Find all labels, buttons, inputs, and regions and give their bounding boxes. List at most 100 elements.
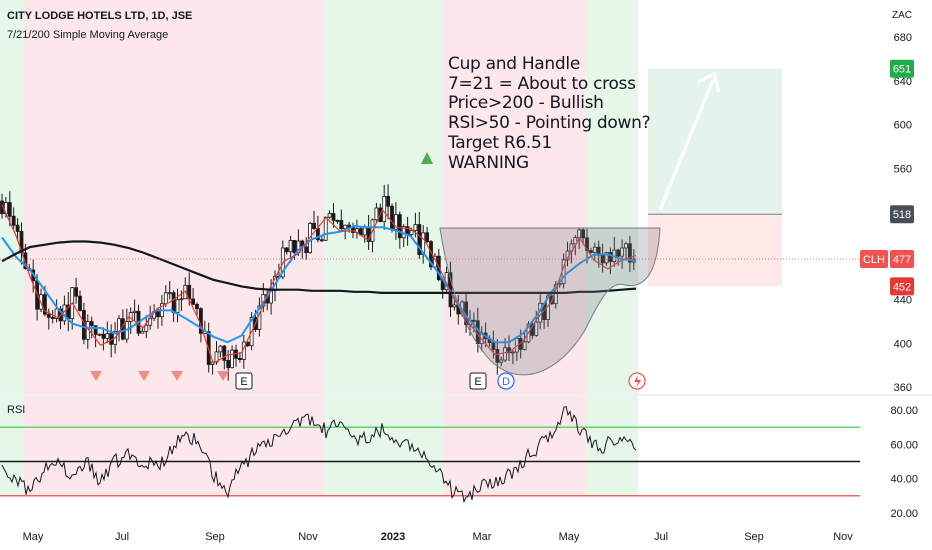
- annotation-line: Price>200 - Bullish: [448, 93, 604, 114]
- price-tick-label: 360: [894, 382, 912, 394]
- event-marker-label: E: [240, 376, 247, 388]
- candle-body: [331, 213, 336, 221]
- candle-body: [491, 342, 496, 350]
- candle-body: [397, 214, 402, 239]
- candle-body: [503, 347, 508, 361]
- bg-region: [0, 0, 24, 394]
- bg-region: [24, 0, 324, 394]
- candle-body: [156, 311, 160, 318]
- symbol-tag-bg: [860, 250, 888, 269]
- event-marker-label: E: [474, 376, 481, 388]
- rsi-panel: [0, 405, 860, 504]
- rsi-tick-label: 20.00: [890, 508, 918, 520]
- candle-body: [7, 202, 12, 217]
- price-tick-label: 560: [894, 163, 912, 175]
- candle-body: [284, 247, 289, 253]
- candle-body: [382, 196, 387, 223]
- entry-price-tag-bg: [890, 205, 914, 224]
- candle-body: [89, 321, 94, 327]
- price-tick-label: 680: [894, 32, 912, 44]
- candle-body: [413, 224, 418, 231]
- candle-body: [495, 349, 500, 363]
- candle-body: [327, 213, 332, 218]
- candle-body: [585, 237, 589, 251]
- candle-body: [581, 229, 585, 239]
- candle-body: [417, 224, 422, 255]
- price-tick-label: 600: [894, 120, 912, 132]
- candle-body: [43, 294, 47, 315]
- candle-body: [393, 214, 398, 230]
- candle-body: [218, 345, 223, 353]
- candle-body: [452, 304, 457, 308]
- x-tick-label: Sep: [205, 531, 225, 543]
- candle-body: [386, 196, 391, 207]
- candle-body: [121, 318, 125, 340]
- sma200-line: [1, 240, 637, 294]
- indicator-label: 7/21/200 Simple Moving Average: [7, 29, 169, 41]
- candle-body: [534, 321, 539, 336]
- sell-signal-marker: [171, 371, 183, 381]
- candle-body: [109, 333, 114, 345]
- chart-title: CITY LODGE HOTELS LTD, 1D, JSE: [7, 10, 193, 22]
- lightning-icon: [634, 375, 641, 388]
- entry-price-tag: 518: [893, 209, 911, 221]
- bg-region: [443, 0, 585, 394]
- target-zone: [648, 68, 782, 215]
- x-tick-label: Sep: [744, 531, 764, 543]
- candle-body: [237, 357, 242, 360]
- target-arrow: [658, 79, 715, 211]
- candle-body: [140, 330, 145, 334]
- candle-body: [628, 243, 632, 263]
- candle-body: [499, 359, 504, 363]
- buy-signal-marker: [421, 152, 433, 164]
- candle-body: [23, 252, 28, 270]
- candle-body: [78, 295, 82, 311]
- candle-body: [54, 308, 59, 319]
- candle-body: [195, 303, 199, 310]
- rsi-tick-label: 80.00: [890, 405, 918, 417]
- candle-body: [315, 228, 320, 241]
- x-tick-label: 2023: [381, 531, 405, 543]
- sell-signal-marker: [90, 371, 102, 381]
- annotation-line: Cup and Handle: [448, 54, 580, 74]
- bg-region: [585, 0, 638, 394]
- candle-body: [374, 207, 379, 221]
- candle-body: [304, 246, 309, 253]
- sell-signal-marker: [138, 371, 150, 381]
- candle-body: [74, 287, 78, 297]
- sma7-line: [1, 204, 637, 365]
- candle-body: [323, 216, 328, 241]
- earnings-marker: [235, 372, 253, 390]
- x-tick-label: May: [23, 531, 44, 543]
- candle-body: [421, 232, 426, 255]
- candle-body: [50, 316, 55, 319]
- currency-label: ZAC: [892, 10, 912, 21]
- candle-body: [335, 219, 340, 222]
- candle-body: [620, 247, 624, 257]
- candle-body: [471, 319, 476, 322]
- moving-averages: [1, 204, 637, 365]
- candle-body: [97, 333, 102, 336]
- stop-price-tag: 452: [893, 281, 911, 293]
- candle-body: [144, 324, 149, 332]
- price-tick-label: 400: [894, 338, 912, 350]
- candle-body: [292, 240, 297, 254]
- candle-body: [222, 345, 227, 361]
- candle-body: [93, 325, 98, 335]
- event-marker-label: D: [502, 376, 510, 388]
- rsi-tick-label: 40.00: [890, 474, 918, 486]
- candle-body: [288, 240, 293, 253]
- rsi-tick-label: 60.00: [890, 439, 918, 451]
- candle-body: [390, 205, 394, 230]
- stop-price-tag-bg: [890, 277, 914, 296]
- candle-body: [191, 298, 196, 305]
- target-price-tag: 651: [893, 64, 911, 76]
- x-tick-label: Jul: [115, 531, 129, 543]
- candle-body: [319, 239, 324, 242]
- bg-region: [585, 396, 638, 496]
- x-tick-label: Mar: [473, 531, 492, 543]
- candle-body: [167, 292, 172, 295]
- candle-body: [226, 360, 231, 369]
